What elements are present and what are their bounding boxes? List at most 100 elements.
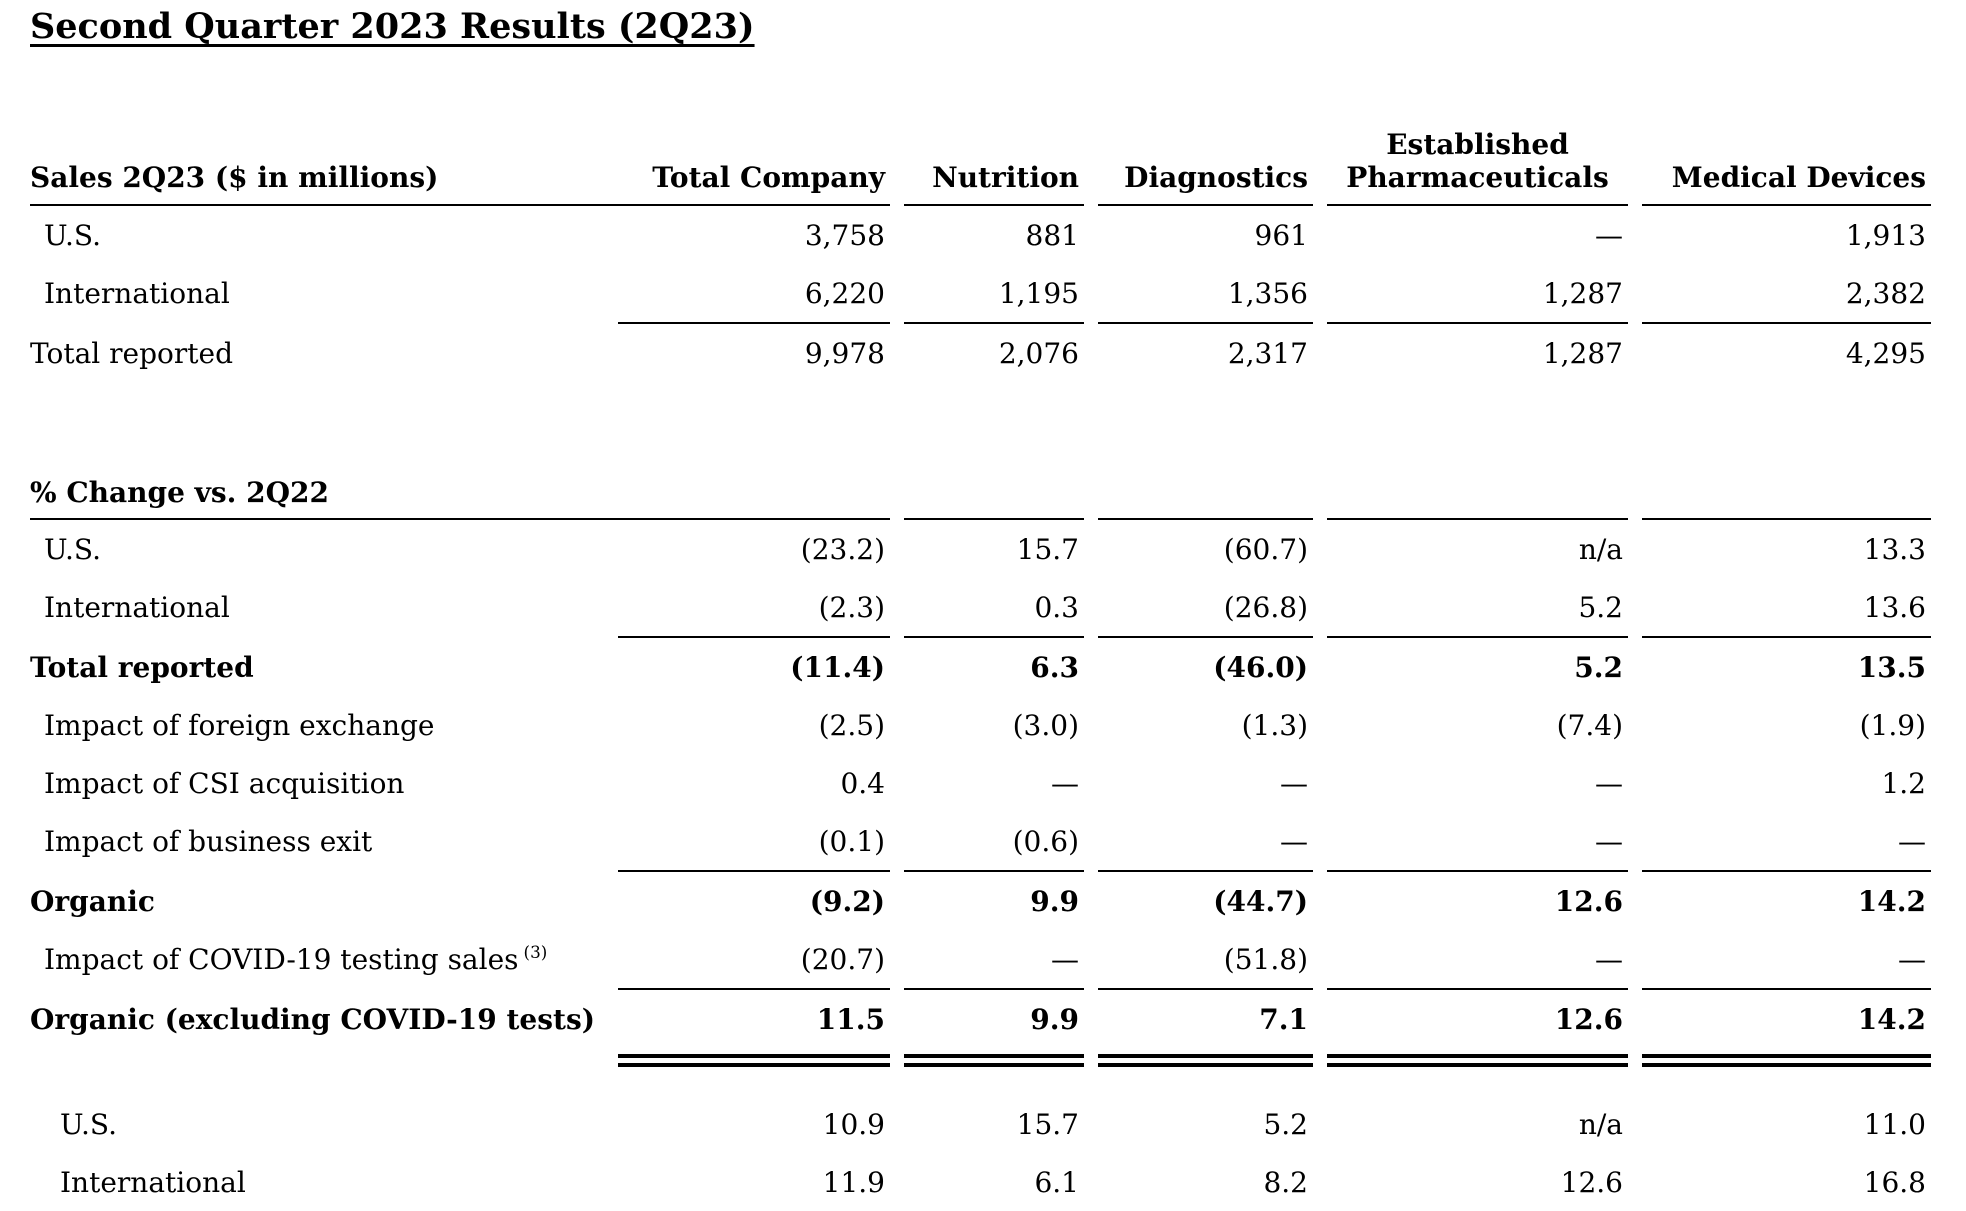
cell-value: 10.9 — [822, 1107, 885, 1141]
cell-value: 13.3 — [1863, 532, 1926, 566]
row-label: International — [60, 1165, 246, 1199]
rule-segment — [1642, 870, 1931, 872]
cell-value: n/a — [1578, 1107, 1623, 1141]
row-label: Impact of foreign exchange — [44, 708, 435, 742]
double-rule — [30, 1054, 1936, 1067]
cell-value: (1.3) — [1241, 708, 1308, 742]
cell-value: 4,295 — [1845, 336, 1926, 370]
cell-value: (1.9) — [1859, 708, 1926, 742]
row-label: Organic (excluding COVID-19 tests) — [30, 1002, 595, 1036]
cell-value: (7.4) — [1556, 708, 1623, 742]
rule-segment — [1642, 988, 1931, 990]
rule-segment — [1098, 204, 1313, 206]
double-rule-segment — [904, 1054, 1084, 1067]
header-rule — [30, 204, 1936, 206]
table-row-us-sales: U.S. 3,758 881 961 — 1,913 — [30, 206, 1936, 264]
table-row-total-reported-pct: Total reported (11.4) 6.3 (46.0) 5.2 13.… — [30, 638, 1936, 696]
cell-value: (0.1) — [818, 824, 885, 858]
cell-value: 881 — [1025, 218, 1079, 252]
cell-value: — — [1595, 218, 1623, 252]
cell-value: 14.2 — [1857, 884, 1926, 918]
double-rule-segment — [1327, 1054, 1628, 1067]
cell-value: (26.8) — [1223, 590, 1308, 624]
rule-segment — [618, 988, 890, 990]
rule-segment — [904, 870, 1084, 872]
cell-value: 9.9 — [1030, 884, 1079, 918]
cell-value: 11.0 — [1863, 1107, 1926, 1141]
rule-segment — [904, 204, 1084, 206]
rule-segment — [1098, 518, 1313, 520]
cell-value: 2,076 — [998, 336, 1079, 370]
cell-value: 5.2 — [1578, 590, 1623, 624]
sales-table-header-row: Sales 2Q23 ($ in millions) Total Company… — [30, 102, 1936, 204]
subtotal-rule — [30, 870, 1936, 872]
rule-segment — [904, 322, 1084, 324]
table-row-covid-testing-sales: Impact of COVID-19 testing sales (3) (20.… — [30, 930, 1936, 988]
table-row-business-exit: Impact of business exit (0.1) (0.6) — — … — [30, 812, 1936, 870]
cell-value: 11.5 — [816, 1002, 885, 1036]
pct-change-table: % Change vs. 2Q22 U.S. (23.2) 15.7 (60.7… — [30, 466, 1936, 1067]
cell-value: (60.7) — [1223, 532, 1308, 566]
cell-value: (46.0) — [1213, 650, 1308, 684]
cell-value: 5.2 — [1263, 1107, 1308, 1141]
cell-value: 9.9 — [1030, 1002, 1079, 1036]
rule-segment — [904, 988, 1084, 990]
rule-segment — [1327, 518, 1628, 520]
organic-detail-rows: U.S. 10.9 15.7 5.2 n/a 11.0 Internationa… — [30, 1095, 1936, 1211]
table-row-csi-acquisition: Impact of CSI acquisition 0.4 — — — 1.2 — [30, 754, 1936, 812]
rule-segment — [1098, 988, 1313, 990]
spacer — [30, 1067, 1936, 1095]
row-label: Total reported — [30, 336, 234, 370]
row-label: Impact of CSI acquisition — [44, 766, 405, 800]
cell-value: 0.4 — [840, 766, 885, 800]
double-rule-segment — [1098, 1054, 1313, 1067]
header-rule — [30, 518, 1936, 520]
cell-value: (23.2) — [800, 532, 885, 566]
cell-value: 11.9 — [822, 1165, 885, 1199]
spacer — [30, 54, 1936, 102]
cell-value: — — [1280, 766, 1308, 800]
cell-value: — — [1595, 766, 1623, 800]
cell-value: 15.7 — [1016, 532, 1079, 566]
table-row-total-reported-sales: Total reported 9,978 2,076 2,317 1,287 4… — [30, 324, 1936, 382]
rule-segment — [1642, 518, 1931, 520]
table-row-organic-excluding-covid: Organic (excluding COVID-19 tests) 11.5 … — [30, 990, 1936, 1048]
column-header-total-company: Total Company — [652, 160, 885, 194]
cell-value: 1,287 — [1542, 336, 1623, 370]
rule-segment — [904, 636, 1084, 638]
row-label: Impact of COVID-19 testing sales (3) — [30, 943, 618, 976]
rule-segment — [1642, 322, 1931, 324]
cell-value: 8.2 — [1263, 1165, 1308, 1199]
rule-segment — [1098, 870, 1313, 872]
cell-value: 1,356 — [1227, 276, 1308, 310]
cell-value: 6.1 — [1034, 1165, 1079, 1199]
table-row-us-pct: U.S. (23.2) 15.7 (60.7) n/a 13.3 — [30, 520, 1936, 578]
row-label: International — [44, 590, 230, 624]
cell-value: n/a — [1578, 532, 1623, 566]
row-label: Impact of business exit — [44, 824, 373, 858]
double-rule-segment — [618, 1054, 890, 1067]
rule-segment — [618, 322, 890, 324]
cell-value: 5.2 — [1574, 650, 1623, 684]
rule-segment — [30, 518, 890, 520]
column-header-established-line1: Established — [1386, 127, 1569, 161]
cell-value: (20.7) — [800, 942, 885, 976]
rule-segment — [1642, 636, 1931, 638]
cell-value: — — [1595, 824, 1623, 858]
section-heading: % Change vs. 2Q22 — [30, 475, 330, 509]
cell-value: 2,382 — [1845, 276, 1926, 310]
cell-value: 1,913 — [1845, 218, 1926, 252]
subtotal-rule — [30, 636, 1936, 638]
table-row-organic: Organic (9.2) 9.9 (44.7) 12.6 14.2 — [30, 872, 1936, 930]
cell-value: 12.6 — [1554, 884, 1623, 918]
cell-value: 15.7 — [1016, 1107, 1079, 1141]
cell-value: 1,287 — [1542, 276, 1623, 310]
rule-segment — [904, 518, 1084, 520]
table-row-international-sales: International 6,220 1,195 1,356 1,287 2,… — [30, 264, 1936, 322]
subtotal-rule — [30, 988, 1936, 990]
rule-segment — [618, 636, 890, 638]
rule-segment — [1327, 322, 1628, 324]
cell-value: (3.0) — [1012, 708, 1079, 742]
rule-segment — [30, 204, 890, 206]
cell-value: 13.6 — [1863, 590, 1926, 624]
